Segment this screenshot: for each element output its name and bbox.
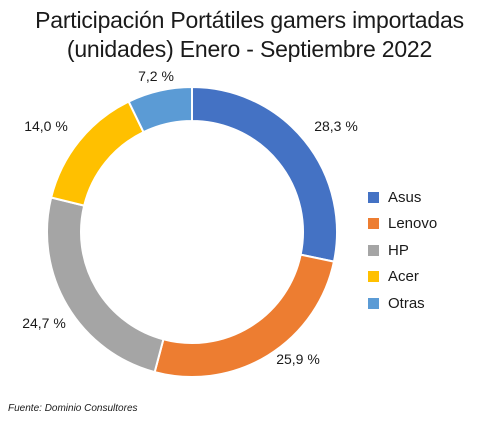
donut-slice-asus — [191, 85, 338, 263]
data-label-asus: 28,3 % — [314, 118, 358, 134]
legend-item-otras: Otras — [368, 290, 437, 317]
legend-label-lenovo: Lenovo — [388, 215, 438, 233]
legend-swatch-asus — [368, 191, 379, 203]
legend-label-acer: Acer — [388, 268, 419, 286]
data-label-lenovo: 25,9 % — [276, 351, 320, 367]
legend-label-hp: HP — [388, 241, 409, 259]
legend: Asus Lenovo HP Acer Otras — [368, 184, 437, 317]
donut-slice-hp — [46, 196, 165, 374]
legend-label-otras: Otras — [388, 294, 425, 312]
source-note: Fuente: Dominio Consultores — [8, 403, 138, 414]
chart-title: Participación Portátiles gamers importad… — [0, 6, 499, 64]
data-label-acer: 14,0 % — [24, 118, 68, 134]
legend-swatch-lenovo — [368, 218, 379, 230]
chart-title-line-2: (unidades) Enero - Septiembre 2022 — [66, 36, 433, 62]
donut-slice-otras — [127, 85, 193, 134]
legend-item-lenovo: Lenovo — [368, 211, 437, 238]
data-label-otras: 7,2 % — [138, 68, 174, 84]
legend-item-asus: Asus — [368, 184, 437, 211]
legend-item-acer: Acer — [368, 264, 437, 291]
data-label-hp: 24,7 % — [22, 315, 66, 331]
legend-swatch-acer — [368, 271, 379, 283]
legend-swatch-otras — [368, 297, 379, 309]
legend-item-hp: HP — [368, 237, 437, 264]
legend-swatch-hp — [368, 244, 379, 256]
legend-label-asus: Asus — [388, 188, 422, 206]
chart-title-line-1: Participación Portátiles gamers importad… — [35, 7, 464, 33]
